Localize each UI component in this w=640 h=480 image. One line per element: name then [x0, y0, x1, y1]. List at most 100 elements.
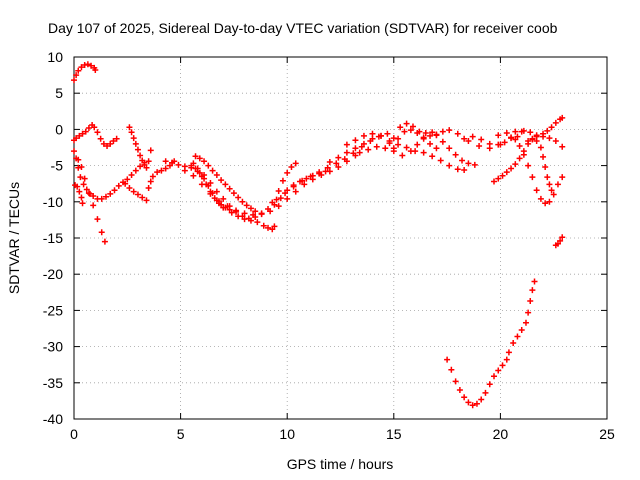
data-point [207, 188, 214, 195]
data-point [343, 149, 350, 156]
data-point [134, 146, 141, 153]
data-point [162, 165, 169, 172]
data-point [461, 394, 468, 401]
data-point [130, 135, 137, 142]
data-point [465, 160, 472, 167]
data-point [546, 135, 553, 142]
data-point [275, 187, 282, 194]
data-point [326, 158, 333, 165]
series-arc-20 [356, 127, 525, 159]
data-point [284, 195, 291, 202]
data-point [233, 207, 240, 214]
y-tick-label: -15 [43, 230, 63, 246]
series-arc-29 [444, 278, 538, 409]
data-point [559, 174, 566, 181]
series-arc-16 [269, 160, 299, 206]
data-point [92, 67, 99, 74]
data-point [75, 67, 82, 74]
data-point [77, 174, 84, 181]
series-arc-21 [390, 120, 478, 168]
y-tick-label: -40 [43, 411, 63, 427]
data-point [559, 114, 566, 121]
data-point [82, 128, 89, 135]
data-point [301, 181, 308, 188]
series-arc-26 [525, 136, 555, 194]
data-point [213, 188, 220, 195]
y-tick-label: -30 [43, 339, 63, 355]
data-point [326, 168, 333, 175]
data-point [473, 400, 480, 407]
data-point [218, 177, 225, 184]
series-arc-6 [126, 124, 150, 171]
data-point [343, 141, 350, 148]
data-point [98, 195, 105, 202]
plot-frame [73, 56, 608, 420]
y-tick-label: -20 [43, 266, 63, 282]
data-point [378, 132, 385, 139]
data-point [201, 158, 208, 165]
data-point [478, 396, 485, 403]
data-point [491, 178, 498, 185]
data-point [544, 127, 551, 134]
data-point [518, 326, 525, 333]
data-point [510, 339, 517, 346]
data-point [352, 145, 359, 152]
data-point [220, 195, 227, 202]
data-point [469, 402, 476, 409]
data-point [429, 153, 436, 160]
y-tick-label: 0 [55, 121, 63, 137]
data-point [307, 173, 314, 180]
data-point [503, 356, 510, 363]
series-arc-13 [190, 160, 227, 211]
data-point [465, 399, 472, 406]
data-point [452, 378, 459, 385]
data-point [525, 309, 532, 316]
data-point [94, 216, 101, 223]
data-point [508, 165, 515, 172]
data-point [78, 164, 85, 171]
x-axis-tick-labels: 0 5 10 15 20 25 [70, 426, 615, 442]
data-point [247, 217, 254, 224]
data-point [235, 213, 242, 220]
data-point [113, 135, 120, 142]
data-point [80, 181, 87, 188]
data-point [143, 164, 150, 171]
data-point [132, 167, 139, 174]
series-arc-28 [552, 234, 566, 249]
data-point [537, 195, 544, 202]
data-point [360, 140, 367, 147]
data-point [446, 145, 453, 152]
data-point [158, 167, 165, 174]
data-points [71, 61, 566, 409]
data-point [88, 62, 95, 69]
data-point [548, 187, 555, 194]
data-point [501, 139, 508, 146]
data-point [525, 162, 532, 169]
data-point [145, 185, 152, 192]
data-point [529, 287, 536, 294]
data-point [459, 157, 466, 164]
series-arc-14 [192, 153, 259, 215]
data-point [495, 367, 502, 374]
data-point [254, 219, 261, 226]
data-point [516, 143, 523, 150]
data-point [122, 180, 129, 187]
series-arc-4 [72, 182, 86, 207]
data-point [516, 155, 523, 162]
data-point [145, 158, 152, 165]
data-point [102, 193, 109, 200]
data-point [407, 127, 414, 134]
data-point [461, 135, 468, 142]
data-point [288, 164, 295, 171]
data-point [124, 176, 131, 183]
data-point [209, 167, 216, 174]
data-point [335, 164, 342, 171]
data-point [79, 130, 86, 137]
data-point [169, 159, 176, 166]
data-point [198, 173, 205, 180]
data-point [548, 124, 555, 131]
data-point [222, 181, 229, 188]
data-point [433, 132, 440, 139]
data-point [76, 188, 83, 195]
data-point [512, 136, 519, 143]
